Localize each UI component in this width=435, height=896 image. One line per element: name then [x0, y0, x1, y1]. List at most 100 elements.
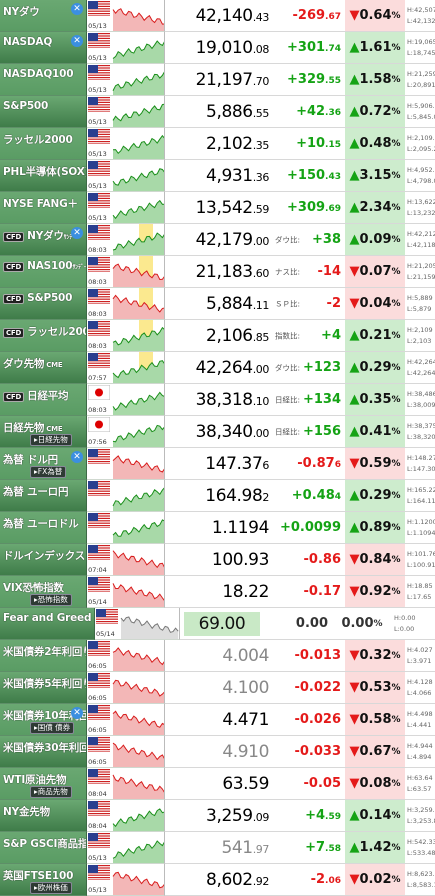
- quote-row-gsci[interactable]: S&P GSCI商品指数05/13541.97+7.58▲1.42%H:542.…: [0, 832, 435, 864]
- quote-row-usdjpy[interactable]: 為替 ドル円▸FX為替✕147.376-0.876▼0.59%H:148.274…: [0, 448, 435, 480]
- mini-chart[interactable]: 08:03: [87, 320, 165, 352]
- mini-chart[interactable]: 07:56: [87, 416, 165, 448]
- mini-chart[interactable]: 06:05: [87, 640, 165, 672]
- close-icon[interactable]: ✕: [71, 707, 84, 719]
- mini-chart[interactable]: 06:05: [87, 704, 165, 736]
- category-link[interactable]: ▸欧州株価: [30, 882, 72, 894]
- close-icon[interactable]: ✕: [71, 227, 84, 239]
- category-link[interactable]: ▸国債 債券: [30, 722, 75, 734]
- quote-row-cfd_sp[interactable]: CFD S&P500 08:03 5,884.11 ＳＰ比: -2 ▼ 0.04% H:5,88…: [0, 288, 435, 320]
- chart-line: [112, 8, 165, 25]
- mini-chart[interactable]: 05/13: [87, 864, 165, 896]
- quote-row-nasdaq[interactable]: NASDAQ ✕ 05/13 19,010.08 +301.74 ▲ 1.61% H:19,0…: [0, 32, 435, 64]
- category-link[interactable]: ▸商品先物: [30, 786, 72, 798]
- instrument-name[interactable]: 米国債券5年利回り: [0, 672, 88, 704]
- instrument-name[interactable]: S&P GSCI商品指数: [0, 832, 88, 864]
- mini-chart[interactable]: 07:57: [87, 352, 165, 384]
- close-icon[interactable]: ✕: [71, 35, 84, 47]
- category-link[interactable]: ▸恐怖指数: [30, 594, 72, 606]
- instrument-name[interactable]: CFD NYダウｻﾝﾃﾞｰ ✕: [0, 224, 88, 256]
- quote-row-dxy[interactable]: ドルインデックス 07:04 100.93 -0.86 ▼ 0.84% H:101.76 L:…: [0, 544, 435, 576]
- instrument-name[interactable]: WTI原油先物 ▸商品先物: [0, 768, 88, 800]
- instrument-name[interactable]: ダウ先物 CME: [0, 352, 88, 384]
- close-icon[interactable]: ✕: [71, 3, 84, 15]
- instrument-name[interactable]: 米国債券2年利回り: [0, 640, 88, 672]
- quote-row-us2y[interactable]: 米国債券2年利回り 06:05 4.004 -0.013 ▼ 0.32% H:4.027 L:…: [0, 640, 435, 672]
- instrument-name[interactable]: 米国債券10年利回 ▸国債 債券 ✕: [0, 704, 88, 736]
- quote-row-cfd_rus[interactable]: CFDラッセル200008:032,106.85指数比:+4▲0.21%H:2,…: [0, 320, 435, 352]
- quote-row-fgi[interactable]: Fear and Greed Index05/1469.000.000.00%H…: [0, 608, 435, 640]
- quote-row-us10y[interactable]: 米国債券10年利回 ▸国債 債券 ✕ 06:05 4.471 -0.026 ▼ 0.58% H:…: [0, 704, 435, 736]
- mini-chart[interactable]: 05/13: [87, 832, 165, 864]
- mini-chart[interactable]: 05/14: [87, 576, 165, 608]
- quote-row-sox[interactable]: PHL半導体(SOX) 05/13 4,931.36 +150.43 ▲ 3.15% H:4…: [0, 160, 435, 192]
- cfd-badge: CFD: [3, 262, 25, 272]
- mini-chart[interactable]: 08:03: [87, 288, 165, 320]
- instrument-name[interactable]: NYダウ ✕: [0, 0, 88, 32]
- mini-chart[interactable]: 05/13: [87, 96, 165, 128]
- instrument-name[interactable]: 米国債券30年利回り: [0, 736, 88, 768]
- mini-chart[interactable]: 05/13: [87, 128, 165, 160]
- quote-row-nydow[interactable]: NYダウ ✕ 05/13 42,140.43 -269.67 ▼ 0.64% H:42,507…: [0, 0, 435, 32]
- mini-chart[interactable]: [87, 448, 165, 480]
- instrument-name[interactable]: NASDAQ100: [0, 64, 88, 96]
- close-icon[interactable]: ✕: [71, 451, 84, 463]
- instrument-name[interactable]: 英国FTSE100 ▸欧州株価: [0, 864, 88, 896]
- instrument-name[interactable]: ラッセル2000: [0, 128, 88, 160]
- mini-chart[interactable]: 08:03: [87, 224, 165, 256]
- mini-chart[interactable]: 08:04: [87, 768, 165, 800]
- percent-sign: %: [391, 10, 401, 21]
- instrument-name[interactable]: CFD NAS100ｻﾝﾃﾞｰ: [0, 256, 88, 288]
- quote-row-fang[interactable]: NYSE FANG＋ 05/13 13,542.59 +309.69 ▲ 2.34% H:1…: [0, 192, 435, 224]
- mini-chart[interactable]: 07:04: [87, 544, 165, 576]
- instrument-name[interactable]: NY金先物: [0, 800, 88, 832]
- mini-chart[interactable]: 05/13: [87, 160, 165, 192]
- quote-row-eurusd[interactable]: 為替 ユーロドル 1.1194 +0.0099 ▲ 0.89% H:1.1200 L:1.1…: [0, 512, 435, 544]
- instrument-name[interactable]: CFDラッセル2000: [0, 320, 88, 352]
- instrument-name[interactable]: PHL半導体(SOX): [0, 160, 88, 192]
- quote-row-ftse[interactable]: 英国FTSE100 ▸欧州株価 05/13 8,602.92 -2.06 ▼ 0.02% H:…: [0, 864, 435, 896]
- mini-chart[interactable]: [87, 480, 165, 512]
- quote-row-vix[interactable]: VIX恐怖指数 ▸恐怖指数 05/14 18.22 -0.17 ▼ 0.92% H:18.85…: [0, 576, 435, 608]
- quote-row-cfd_nas[interactable]: CFD NAS100ｻﾝﾃﾞｰ 08:03 21,183.60 ナス比: -14 ▼ 0.07…: [0, 256, 435, 288]
- mini-chart[interactable]: 08:03: [87, 256, 165, 288]
- change: +329.55: [273, 72, 345, 87]
- quote-row-nk_fut[interactable]: 日経先物 CME ▸日経先物 07:56 38,340.00 日経比: +156 ▲ 0.41%…: [0, 416, 435, 448]
- mini-chart[interactable]: 05/14: [95, 608, 180, 640]
- mini-chart[interactable]: 05/13: [87, 32, 165, 64]
- instrument-name[interactable]: 為替 ユーロ円: [0, 480, 88, 512]
- instrument-name[interactable]: VIX恐怖指数 ▸恐怖指数: [0, 576, 88, 608]
- category-link[interactable]: ▸日経先物: [30, 434, 72, 446]
- mini-chart[interactable]: 06:05: [87, 736, 165, 768]
- quote-row-russell[interactable]: ラッセル2000 05/13 2,102.35 +10.15 ▲ 0.48% H:2,109…: [0, 128, 435, 160]
- instrument-name[interactable]: CFD 日経平均: [0, 384, 88, 416]
- instrument-name[interactable]: NYSE FANG＋: [0, 192, 88, 224]
- quote-row-sp500[interactable]: S&P50005/135,886.55+42.36▲0.72%H:5,906.6…: [0, 96, 435, 128]
- instrument-name[interactable]: 為替 ドル円 ▸FX為替 ✕: [0, 448, 88, 480]
- quote-row-us30y[interactable]: 米国債券30年利回り06:054.910-0.033▼0.67%H:4.944L…: [0, 736, 435, 768]
- mini-chart[interactable]: 05/13: [87, 64, 165, 96]
- instrument-name[interactable]: Fear and Greed Index: [0, 608, 95, 640]
- mini-chart[interactable]: 08:03: [87, 384, 165, 416]
- quote-row-nasdaq100[interactable]: NASDAQ100 05/13 21,197.70 +329.55 ▲ 1.58% H:21…: [0, 64, 435, 96]
- quote-row-us5y[interactable]: 米国債券5年利回り 06:05 4.100 -0.022 ▼ 0.53% H:4.128 L:…: [0, 672, 435, 704]
- quote-row-wti[interactable]: WTI原油先物 ▸商品先物 08:04 63.59 -0.05 ▼ 0.08% H:63.64…: [0, 768, 435, 800]
- mini-chart[interactable]: 05/13: [87, 0, 165, 32]
- quote-row-cfd_nk[interactable]: CFD 日経平均 08:03 38,318.10 日経比: +134 ▲ 0.35% H:38,…: [0, 384, 435, 416]
- quote-row-gold[interactable]: NY金先物08:043,259.09+4.59▲0.14%H:3,259.22L…: [0, 800, 435, 832]
- instrument-name[interactable]: 日経先物 CME ▸日経先物: [0, 416, 88, 448]
- mini-chart[interactable]: 05/13: [87, 192, 165, 224]
- quote-row-eurjpy[interactable]: 為替 ユーロ円164.982+0.484▲0.29%H:165.222L:164…: [0, 480, 435, 512]
- instrument-name[interactable]: S&P500: [0, 96, 88, 128]
- mini-chart[interactable]: 08:04: [87, 800, 165, 832]
- mini-chart[interactable]: 06:05: [87, 672, 165, 704]
- chart-area: [113, 72, 165, 95]
- instrument-name[interactable]: NASDAQ ✕: [0, 32, 88, 64]
- instrument-name[interactable]: CFD S&P500: [0, 288, 88, 320]
- instrument-name[interactable]: 為替 ユーロドル: [0, 512, 88, 544]
- category-link[interactable]: ▸FX為替: [30, 466, 67, 478]
- quote-row-dow_fut[interactable]: ダウ先物 CME 07:57 42,264.00 ダウ比: +123 ▲ 0.29% H:42,…: [0, 352, 435, 384]
- instrument-name[interactable]: ドルインデックス: [0, 544, 88, 576]
- mini-chart[interactable]: [87, 512, 165, 544]
- quote-row-cfd_dow[interactable]: CFD NYダウｻﾝﾃﾞｰ ✕ 08:03 42,179.00 ダウ比: +38 ▲ 0.09%…: [0, 224, 435, 256]
